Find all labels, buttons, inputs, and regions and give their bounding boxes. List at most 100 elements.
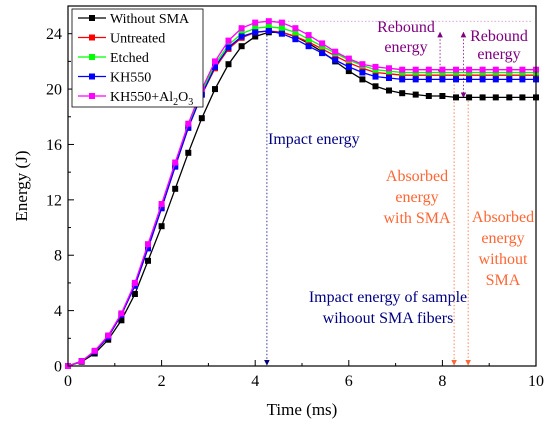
data-point <box>399 76 406 83</box>
data-point <box>265 18 272 25</box>
annotation-line: Impact energy of sample <box>309 289 467 306</box>
annotation-line: wihoout SMA fibers <box>323 310 454 327</box>
annotation-line: with SMA <box>383 210 451 227</box>
y-axis-label: Energy (J) <box>12 151 31 222</box>
data-point <box>399 90 406 97</box>
annotation-line: Absorbed <box>386 168 448 185</box>
annotation-line: SMA <box>486 272 521 289</box>
annotation-impact: Impact energy <box>268 131 360 148</box>
data-point <box>305 43 312 50</box>
data-point <box>466 76 473 83</box>
legend-entry: Untreated <box>78 32 165 47</box>
annotation-line: energy <box>477 46 520 63</box>
data-point <box>131 279 138 286</box>
y-tick-label: 4 <box>54 303 62 320</box>
annotation-rebound1: Rebound energy <box>377 19 435 56</box>
data-point <box>479 94 486 101</box>
data-point <box>225 61 232 68</box>
data-point <box>372 63 379 70</box>
data-point <box>412 76 419 83</box>
data-point <box>466 94 473 101</box>
data-point <box>212 58 218 65</box>
annotation-line: Rebound <box>470 28 528 45</box>
data-point <box>506 94 513 101</box>
data-point <box>252 19 259 26</box>
data-point <box>332 48 339 55</box>
data-point <box>506 76 513 83</box>
data-point <box>145 245 151 252</box>
data-point <box>185 124 192 131</box>
x-tick-label: 4 <box>251 373 259 390</box>
annotation-line: without <box>479 251 528 268</box>
legend-entry: Etched <box>78 51 149 66</box>
x-axis-label: Time (ms) <box>267 400 338 419</box>
data-point <box>252 29 259 36</box>
x-tick-label: 2 <box>158 373 166 390</box>
data-point <box>252 33 259 40</box>
data-point <box>118 310 125 317</box>
x-tick-label: 6 <box>345 373 353 390</box>
legend: Without SMA Untreated Etched KH550 KH550+Al2… <box>71 8 204 108</box>
data-point <box>278 25 285 32</box>
data-point <box>145 241 151 248</box>
legend-label: KH550 <box>110 71 151 86</box>
reference-lines <box>264 20 532 366</box>
data-point <box>345 63 352 70</box>
data-point <box>278 19 285 26</box>
data-point <box>453 76 459 83</box>
data-point <box>425 66 432 73</box>
y-tick-label: 16 <box>46 137 62 154</box>
data-point <box>185 120 192 127</box>
legend-marker <box>89 73 95 80</box>
data-point <box>225 37 232 44</box>
y-tick-label: 8 <box>54 248 62 265</box>
data-point <box>425 93 432 99</box>
data-point <box>319 40 326 47</box>
y-tick-label: 20 <box>46 82 62 99</box>
data-point <box>238 33 245 40</box>
data-point <box>386 65 392 72</box>
data-point <box>238 43 245 50</box>
data-point <box>345 68 352 75</box>
data-point <box>212 63 218 70</box>
series-layer <box>65 18 539 369</box>
data-point <box>305 32 312 39</box>
data-point <box>172 185 179 192</box>
data-point <box>439 76 446 83</box>
legend-label: Without SMA <box>110 12 190 27</box>
data-point <box>238 25 245 32</box>
annotation-rebound2: Rebound energy <box>470 28 528 63</box>
data-point <box>466 66 473 73</box>
annotation-absorbed-with: Absorbed energy with SMA <box>383 168 451 227</box>
data-point <box>252 25 259 32</box>
legend-label: Etched <box>110 51 149 66</box>
data-point <box>439 93 446 99</box>
data-point <box>278 30 285 37</box>
y-tick-label: 12 <box>46 192 62 209</box>
y-tick-label: 24 <box>46 26 62 43</box>
data-point <box>185 149 192 156</box>
data-point <box>345 55 352 62</box>
data-point <box>359 61 366 68</box>
data-point <box>372 73 379 80</box>
data-point <box>372 83 379 90</box>
data-point <box>506 66 513 73</box>
data-point <box>105 332 112 339</box>
data-point <box>399 66 406 73</box>
data-point <box>158 223 165 230</box>
data-point <box>492 76 499 83</box>
data-point <box>319 50 326 57</box>
x-tick-label: 8 <box>438 373 446 390</box>
data-point <box>386 75 392 81</box>
data-point <box>479 76 486 83</box>
data-point <box>131 291 138 297</box>
data-point <box>158 201 165 207</box>
data-point <box>332 57 339 63</box>
data-point <box>78 358 85 365</box>
data-point <box>453 94 459 101</box>
annotation-line: energy <box>384 39 427 56</box>
data-point <box>265 23 272 30</box>
legend-marker <box>89 15 95 21</box>
data-point <box>492 66 499 73</box>
